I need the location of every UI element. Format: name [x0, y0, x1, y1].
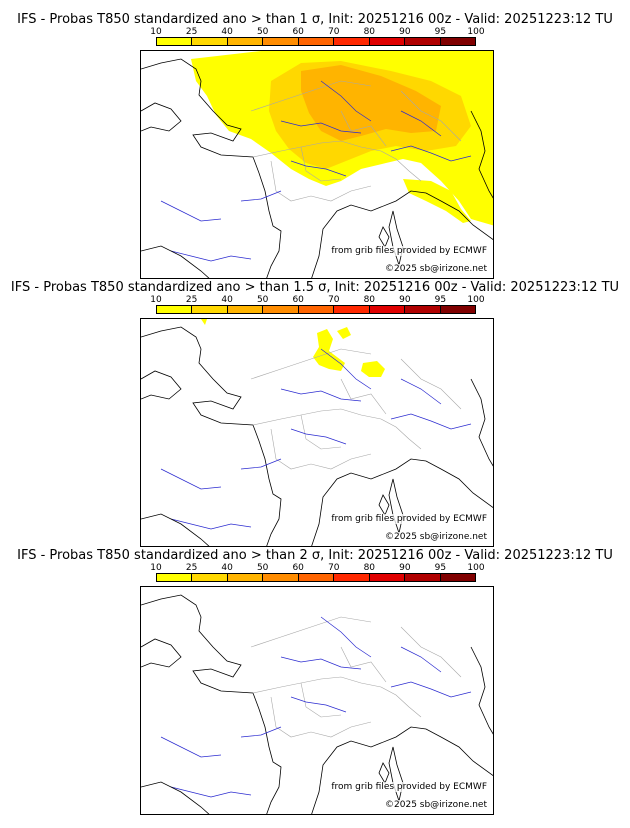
colorbar-ticks: 10 25 40 50 60 70 80 90 95 100	[150, 295, 484, 305]
copyright-credit: ©2025 sb@irizone.net	[385, 264, 487, 274]
map-frame: from grib files provided by ECMWF ©2025 …	[140, 586, 494, 815]
tick-label: 50	[256, 563, 269, 573]
probability-area	[201, 319, 385, 377]
colorbar-ticks: 10 25 40 50 60 70 80 90 95 100	[150, 27, 484, 37]
tick-label: 10	[150, 563, 162, 573]
colorbar: 10 25 40 50 60 70 80 90 95 100	[150, 295, 485, 317]
copyright-credit: ©2025 sb@irizone.net	[385, 800, 487, 810]
swatch	[405, 38, 441, 45]
swatch	[227, 574, 264, 581]
swatch	[334, 574, 370, 581]
tick-label: 10	[150, 295, 162, 305]
swatch	[440, 574, 475, 581]
swatch	[405, 306, 441, 313]
swatch	[334, 306, 370, 313]
panel-title: IFS - Probas T850 standardized ano > tha…	[17, 548, 613, 563]
swatch	[298, 574, 335, 581]
map-canvas	[141, 594, 493, 814]
tick-label: 25	[185, 27, 198, 37]
swatch	[192, 306, 228, 313]
source-credit: from grib files provided by ECMWF	[331, 246, 487, 256]
map-canvas	[141, 319, 493, 546]
tick-label: 90	[399, 27, 411, 37]
swatch	[369, 38, 406, 45]
tick-label: 80	[363, 27, 376, 37]
tick-label: 100	[467, 563, 485, 573]
swatch	[369, 306, 406, 313]
source-credit: from grib files provided by ECMWF	[331, 514, 487, 524]
tick-label: 40	[221, 563, 233, 573]
map-canvas	[141, 51, 493, 278]
tick-label: 40	[221, 295, 233, 305]
tick-label: 40	[221, 27, 233, 37]
tick-label: 60	[292, 295, 304, 305]
swatch	[227, 306, 264, 313]
map-frame: from grib files provided by ECMWF ©2025 …	[140, 50, 494, 279]
tick-label: 70	[328, 295, 340, 305]
tick-label: 90	[399, 563, 411, 573]
swatch	[263, 574, 299, 581]
colorbar: 10 25 40 50 60 70 80 90 95 100	[150, 27, 485, 49]
swatch	[157, 38, 193, 45]
tick-label: 10	[150, 27, 162, 37]
tick-label: 95	[434, 295, 447, 305]
tick-label: 80	[363, 295, 376, 305]
tick-label: 70	[328, 563, 340, 573]
colorbar: 10 25 40 50 60 70 80 90 95 100	[150, 563, 485, 585]
colorbar-ticks: 10 25 40 50 60 70 80 90 95 100	[150, 563, 484, 573]
panel-1-5sigma: IFS - Probas T850 standardized ano > tha…	[0, 280, 630, 548]
panel-title: IFS - Probas T850 standardized ano > tha…	[10, 280, 620, 295]
tick-label: 60	[292, 27, 304, 37]
probability-area	[191, 51, 493, 226]
source-credit: from grib files provided by ECMWF	[331, 782, 487, 792]
map-features	[141, 58, 493, 278]
colorbar-swatches	[156, 37, 476, 46]
swatch	[440, 38, 475, 45]
panel-title: IFS - Probas T850 standardized ano > tha…	[17, 12, 613, 27]
tick-label: 80	[363, 563, 376, 573]
tick-label: 95	[434, 563, 447, 573]
swatch	[192, 574, 228, 581]
tick-label: 70	[328, 27, 340, 37]
panel-1sigma: IFS - Probas T850 standardized ano > tha…	[0, 12, 630, 280]
swatch	[227, 38, 264, 45]
swatch	[263, 306, 299, 313]
swatch	[298, 306, 335, 313]
tick-label: 25	[185, 563, 198, 573]
map-frame: from grib files provided by ECMWF ©2025 …	[140, 318, 494, 547]
tick-label: 60	[292, 563, 304, 573]
swatch	[334, 38, 370, 45]
panel-2sigma: IFS - Probas T850 standardized ano > tha…	[0, 548, 630, 816]
copyright-credit: ©2025 sb@irizone.net	[385, 532, 487, 542]
tick-label: 25	[185, 295, 198, 305]
tick-label: 100	[467, 27, 485, 37]
swatch	[192, 38, 228, 45]
map-features	[141, 326, 493, 546]
tick-label: 90	[399, 295, 411, 305]
tick-label: 50	[256, 295, 269, 305]
swatch	[298, 38, 335, 45]
colorbar-swatches	[156, 573, 476, 582]
swatch	[157, 574, 193, 581]
swatch	[440, 306, 475, 313]
tick-label: 100	[467, 295, 485, 305]
colorbar-swatches	[156, 305, 476, 314]
tick-label: 95	[434, 27, 447, 37]
swatch	[369, 574, 406, 581]
tick-label: 50	[256, 27, 269, 37]
map-features	[141, 594, 493, 814]
swatch	[405, 574, 441, 581]
swatch	[157, 306, 193, 313]
swatch	[263, 38, 299, 45]
